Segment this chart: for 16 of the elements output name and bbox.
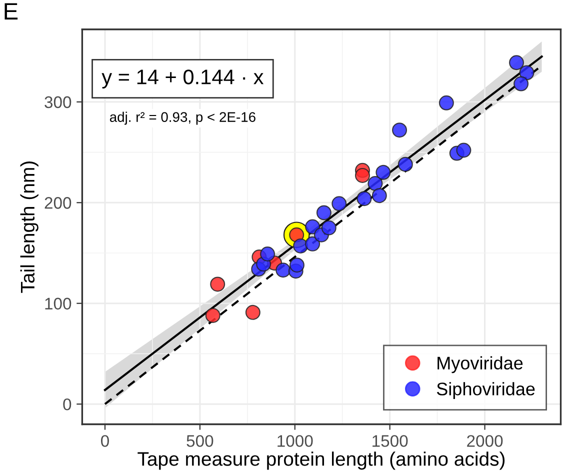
x-tick-label: 1500 [372, 435, 408, 447]
y-tick-label: 300 [44, 96, 72, 108]
y-tick-label: 0 [63, 398, 72, 410]
y-axis-title: Tail length (nm) [20, 162, 38, 293]
annotation: y = 14 + 0.144 · x [102, 70, 264, 88]
text: E [4, 3, 18, 20]
x-tick-label: 2000 [467, 435, 503, 447]
x-tick-label: 0 [101, 435, 109, 447]
y-tick-label: 200 [44, 197, 72, 209]
legend-label: Myoviridae [438, 356, 523, 374]
y-tick-label: 100 [45, 298, 72, 310]
x-axis-title: Tape measure protein length (amino acids) [138, 452, 505, 470]
legend-label: Siphoviridae [436, 382, 535, 399]
annotation: adj. r² = 0.93, p < 2E-16 [110, 112, 256, 125]
x-tick-label: 500 [186, 435, 214, 447]
x-tick-label: 1000 [278, 435, 313, 447]
